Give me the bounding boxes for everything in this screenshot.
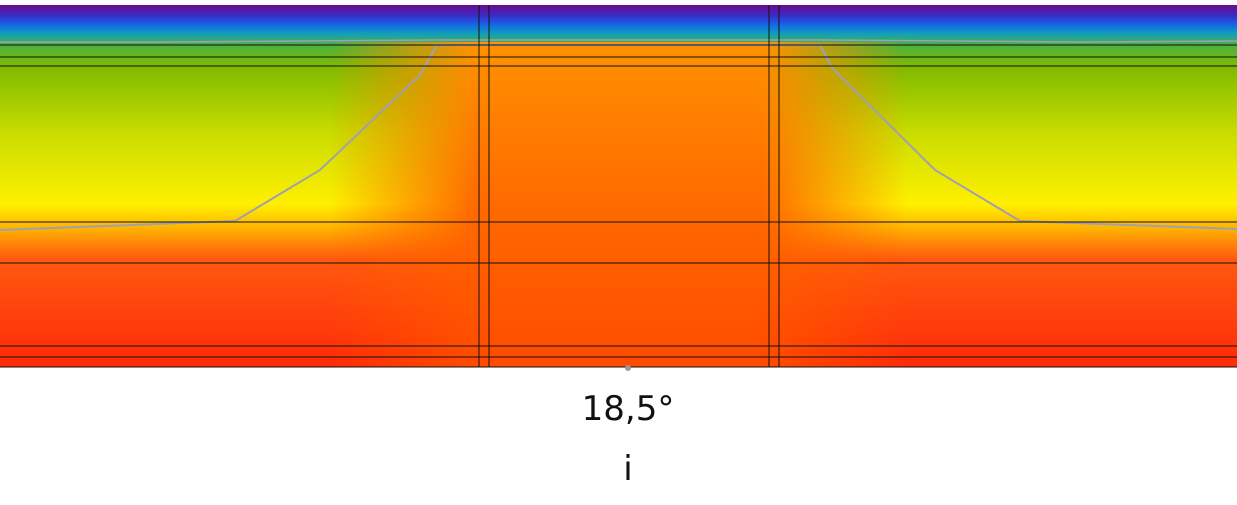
isotherm [0,39,1237,43]
side-label: i [623,449,632,489]
temperature-label: 18,5° [582,389,675,429]
probe-point [625,365,631,371]
construction-lines [0,5,1237,368]
bridge-zone [330,42,907,367]
